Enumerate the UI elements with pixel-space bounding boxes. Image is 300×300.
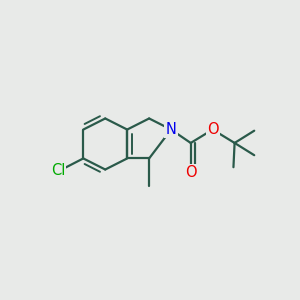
Text: O: O <box>185 165 197 180</box>
Text: N: N <box>166 122 176 137</box>
Text: O: O <box>207 122 218 137</box>
Text: Cl: Cl <box>51 164 65 178</box>
